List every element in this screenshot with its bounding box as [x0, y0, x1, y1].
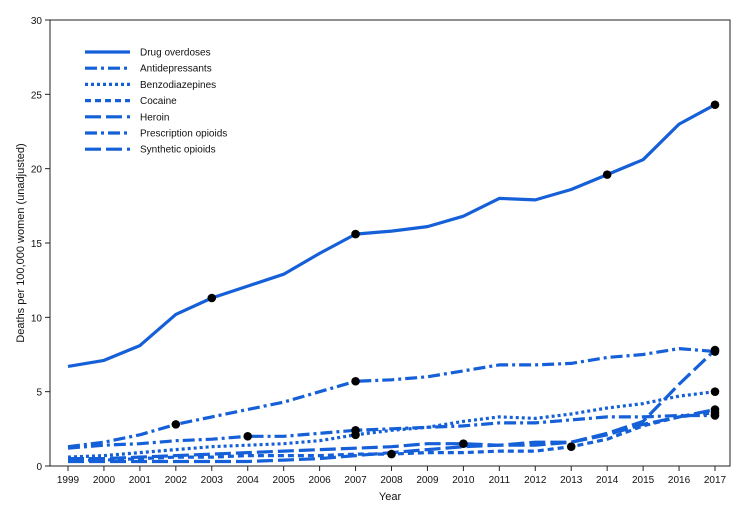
data-point-marker	[351, 229, 360, 239]
x-tick-label: 2017	[704, 475, 727, 486]
series-lines	[67, 103, 717, 464]
data-point-marker	[710, 345, 720, 355]
series-line-prescription-opioids	[67, 413, 715, 450]
x-tick-label: 1999	[57, 475, 80, 486]
legend-label: Prescription opioids	[140, 129, 227, 140]
data-point-marker	[710, 411, 720, 420]
x-tick-label: 2004	[237, 475, 260, 486]
y-tick-label: 10	[31, 313, 43, 324]
data-point-marker	[459, 439, 468, 449]
legend-label: Antidepressants	[140, 64, 212, 75]
y-axis-label: Deaths per 100,000 women (unadjusted)	[15, 143, 27, 342]
x-tick-label: 2002	[165, 475, 188, 486]
x-tick-label: 2011	[489, 475, 511, 486]
data-point-marker	[602, 170, 612, 179]
x-axis-label: Year	[379, 491, 402, 503]
x-tick-label: 2000	[93, 475, 116, 486]
x-tick-label: 2007	[344, 475, 367, 486]
x-tick-label: 2003	[201, 475, 224, 486]
x-tick-label: 2014	[596, 475, 619, 486]
y-tick-label: 30	[31, 16, 43, 27]
y-tick-label: 0	[36, 462, 42, 473]
data-point-marker	[351, 426, 360, 435]
x-tick-label: 2012	[524, 475, 547, 486]
x-tick-label: 2001	[129, 475, 152, 486]
x-tick-label: 2015	[632, 475, 655, 486]
x-tick-label: 2010	[452, 475, 475, 486]
legend-label: Drug overdoses	[140, 48, 211, 59]
y-tick-label: 25	[31, 90, 43, 101]
x-tick-label: 2005	[273, 475, 296, 486]
data-point-marker	[387, 449, 396, 459]
data-point-marker	[351, 376, 360, 386]
series-line-synthetic-opioids	[68, 407, 716, 461]
data-point-marker	[710, 387, 720, 396]
legend-label: Heroin	[140, 112, 169, 123]
legend-label: Benzodiazepines	[140, 80, 216, 91]
series-markers	[171, 100, 720, 459]
legend-label: Cocaine	[140, 96, 177, 107]
data-point-marker	[710, 405, 720, 414]
data-point-marker	[710, 100, 720, 110]
y-tick-label: 20	[31, 165, 43, 176]
data-point-marker	[243, 431, 253, 441]
x-tick-label: 2006	[308, 475, 331, 486]
legend-label: Synthetic opioids	[140, 145, 216, 156]
x-tick-label: 2009	[416, 475, 439, 486]
data-point-marker	[171, 420, 181, 429]
x-tick-label: 2013	[560, 475, 583, 486]
legend: Drug overdoses Antidepressants Benzodiazep…	[85, 48, 227, 156]
data-point-marker	[207, 293, 217, 303]
y-tick-label: 15	[31, 239, 43, 250]
x-tick-label: 2008	[380, 475, 403, 486]
y-tick-label: 5	[36, 388, 42, 399]
data-point-marker	[566, 442, 576, 451]
axis-ticks: 0 5 10 15 20 25 30 1999 2000 2001 2002 2003 2004 2005…	[31, 16, 727, 486]
x-tick-label: 2016	[668, 475, 691, 486]
